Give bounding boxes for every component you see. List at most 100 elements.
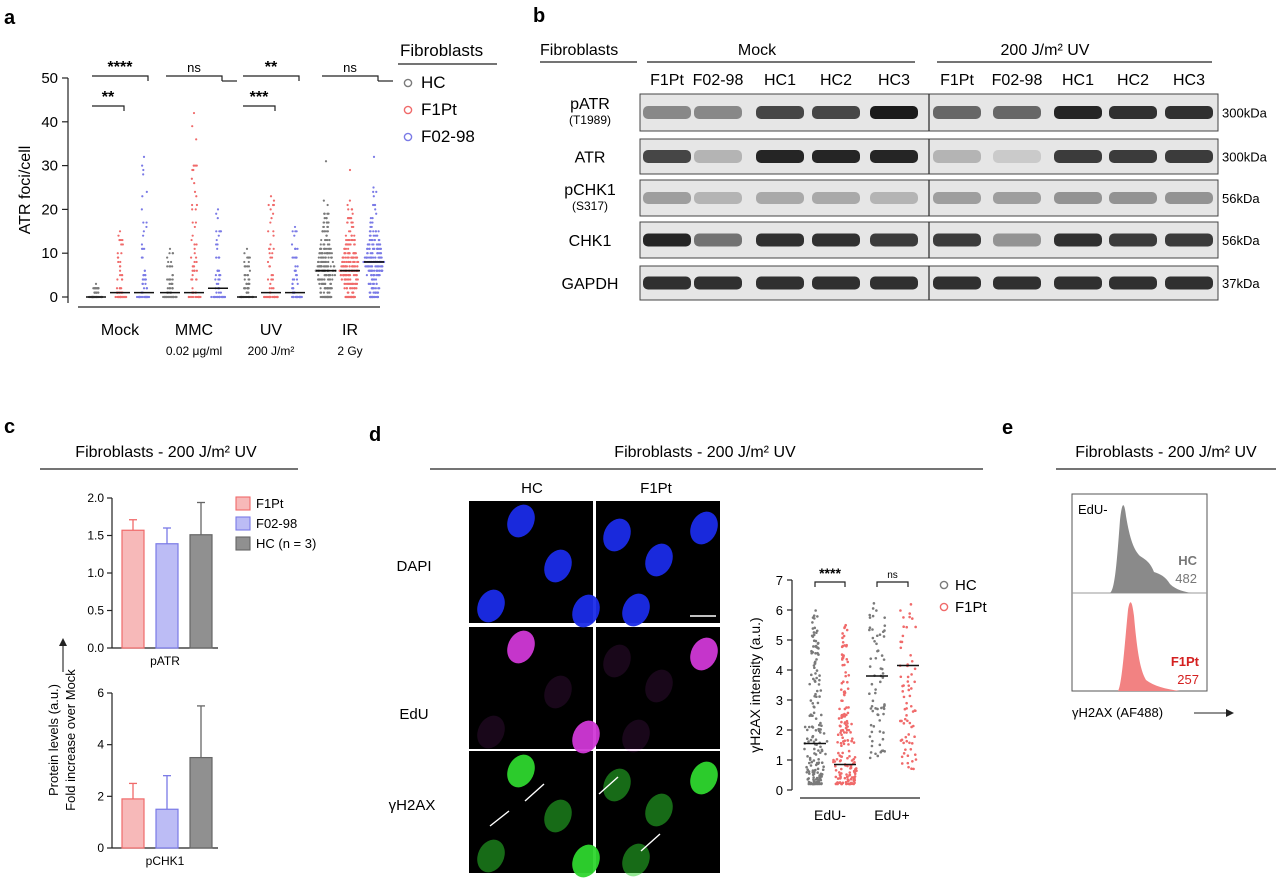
d-point xyxy=(814,738,818,742)
a-point xyxy=(367,265,370,268)
a-point xyxy=(351,282,354,285)
d-point xyxy=(846,680,849,684)
d-point xyxy=(811,773,815,777)
d-point xyxy=(848,782,851,786)
a-point xyxy=(193,269,196,272)
micro-arrow xyxy=(598,776,619,795)
a-point xyxy=(347,247,350,250)
a-point xyxy=(378,274,381,277)
d-point xyxy=(913,667,917,671)
d-point xyxy=(841,699,844,703)
a-point xyxy=(191,221,194,224)
d-point xyxy=(868,756,872,760)
a-point xyxy=(323,212,326,215)
a-point xyxy=(190,203,194,207)
d-point xyxy=(846,775,849,779)
d-point xyxy=(872,602,876,605)
a-point xyxy=(317,274,320,277)
a-point xyxy=(195,195,198,198)
a-point xyxy=(271,212,275,215)
a-point xyxy=(376,269,379,272)
d-point xyxy=(808,682,811,686)
a-point xyxy=(316,260,320,264)
d-point xyxy=(812,664,816,667)
d-point xyxy=(906,675,910,679)
a-point xyxy=(124,295,127,299)
blot-band xyxy=(1054,106,1102,119)
a-point xyxy=(247,291,250,294)
a-point xyxy=(380,256,383,259)
a-point xyxy=(365,265,368,268)
d-point xyxy=(909,748,913,751)
a-point xyxy=(141,234,145,237)
micro-nucleus xyxy=(572,720,600,754)
a-point xyxy=(190,238,193,242)
a-point xyxy=(215,256,218,259)
d-point xyxy=(913,735,916,739)
d-point xyxy=(871,709,875,713)
a-point xyxy=(244,274,247,277)
c-ytick-label: 2 xyxy=(97,789,104,803)
a-point xyxy=(217,256,221,259)
d-point xyxy=(881,737,885,741)
a-point xyxy=(367,243,370,246)
d-point xyxy=(904,748,907,751)
a-point xyxy=(375,282,378,285)
d-point xyxy=(813,679,817,683)
a-point xyxy=(214,278,217,281)
a-point xyxy=(219,291,222,294)
a-point xyxy=(165,295,168,299)
a-point xyxy=(169,278,172,281)
d-point xyxy=(834,775,838,779)
a-point xyxy=(167,260,170,264)
micro-nucleus xyxy=(603,518,631,552)
a-point xyxy=(356,260,359,264)
blot-band xyxy=(694,276,742,290)
a-point xyxy=(342,274,345,277)
a-point xyxy=(323,217,326,220)
micro-arrow xyxy=(524,783,545,802)
d-point xyxy=(874,691,877,695)
a-point xyxy=(350,234,353,237)
d-legend-marker xyxy=(939,602,949,612)
d-point xyxy=(813,694,816,698)
d-point xyxy=(853,755,857,759)
a-point xyxy=(292,287,295,290)
a-point xyxy=(216,247,219,250)
a-point xyxy=(215,238,218,242)
blot-band xyxy=(812,192,860,204)
a-point xyxy=(377,269,381,272)
a-point xyxy=(355,287,358,290)
blot-band xyxy=(870,192,918,204)
a-point xyxy=(374,208,377,211)
a-point xyxy=(243,260,246,264)
d-point xyxy=(908,694,912,698)
a-point xyxy=(366,252,369,255)
a-point xyxy=(174,295,178,299)
a-point xyxy=(322,225,325,229)
a-point xyxy=(344,256,347,259)
micro-nucleus xyxy=(477,715,505,749)
a-point xyxy=(171,278,174,281)
d-point xyxy=(814,717,818,720)
a-point xyxy=(119,260,122,264)
blot-lane-label: HC3 xyxy=(878,72,910,89)
a-point xyxy=(319,243,322,246)
a-sig-label: ns xyxy=(187,60,201,75)
a-point xyxy=(372,243,375,246)
a-point xyxy=(373,238,377,242)
d-point xyxy=(805,765,808,769)
a-legend-label: F02-98 xyxy=(421,127,475,146)
d-point xyxy=(848,773,852,777)
a-legend-marker xyxy=(403,132,413,142)
d-point xyxy=(902,741,905,745)
d-point xyxy=(815,631,818,634)
d-point xyxy=(910,673,913,676)
d-point xyxy=(850,739,853,743)
blot-band xyxy=(933,192,981,204)
a-point xyxy=(343,287,346,290)
d-point xyxy=(871,607,875,610)
d-point xyxy=(914,625,917,629)
a-point xyxy=(140,295,143,299)
a-point xyxy=(325,217,328,220)
